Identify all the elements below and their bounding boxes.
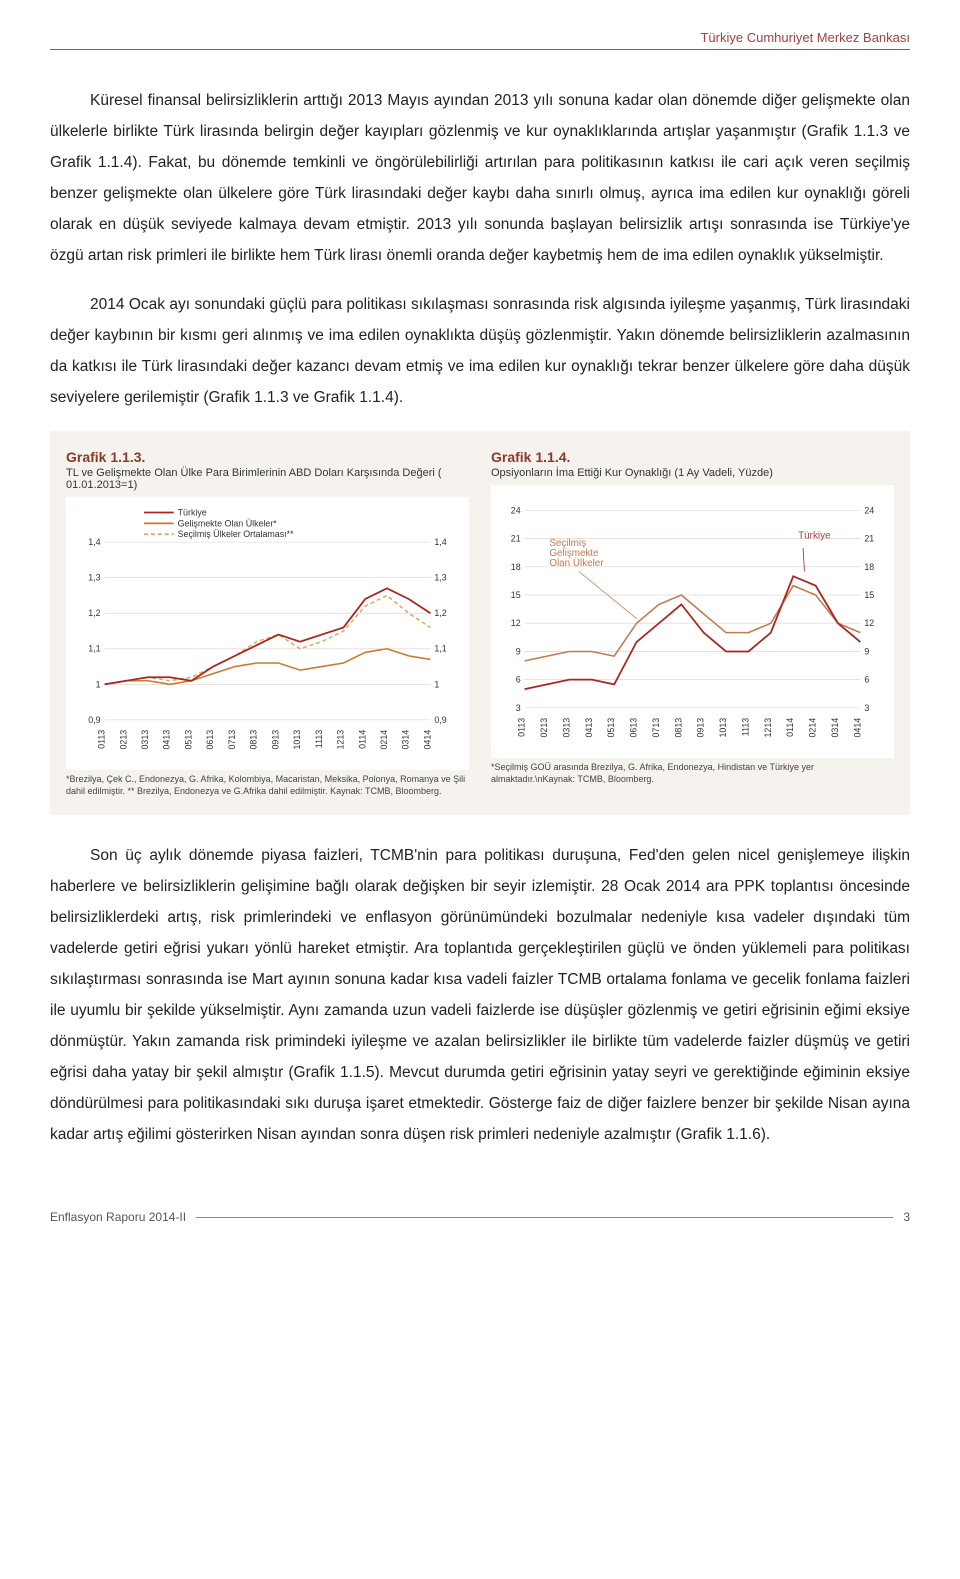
svg-text:0313: 0313 — [561, 718, 571, 738]
svg-text:9: 9 — [516, 646, 521, 656]
svg-text:0113: 0113 — [97, 730, 107, 749]
svg-text:Türkiye: Türkiye — [178, 507, 207, 517]
svg-text:1,1: 1,1 — [88, 644, 100, 654]
svg-text:0113: 0113 — [517, 718, 527, 737]
chart-114-subtitle: Opsiyonların İma Ettiği Kur Oynaklığı (1… — [491, 467, 894, 479]
page-header: Türkiye Cumhuriyet Merkez Bankası — [50, 30, 910, 50]
svg-text:15: 15 — [511, 590, 521, 600]
svg-text:0214: 0214 — [808, 718, 818, 738]
svg-text:0213: 0213 — [118, 730, 128, 750]
svg-text:0713: 0713 — [651, 718, 661, 738]
svg-text:1,1: 1,1 — [434, 644, 446, 654]
footer-line — [196, 1217, 893, 1218]
svg-text:0313: 0313 — [140, 730, 150, 750]
svg-text:0413: 0413 — [584, 718, 594, 738]
svg-text:9: 9 — [864, 646, 869, 656]
svg-text:0414: 0414 — [852, 718, 862, 738]
svg-text:0913: 0913 — [270, 730, 280, 750]
svg-text:18: 18 — [864, 562, 874, 572]
charts-row: Grafik 1.1.3. TL ve Gelişmekte Olan Ülke… — [50, 431, 910, 815]
chart-113: Grafik 1.1.3. TL ve Gelişmekte Olan Ülke… — [60, 441, 475, 805]
svg-text:1013: 1013 — [292, 730, 302, 750]
chart-114-title: Grafik 1.1.4. — [491, 449, 894, 465]
svg-text:0813: 0813 — [249, 730, 259, 750]
svg-text:1,2: 1,2 — [88, 608, 100, 618]
paragraph-3: Son üç aylık dönemde piyasa faizleri, TC… — [50, 840, 910, 1150]
svg-text:0513: 0513 — [606, 718, 616, 738]
svg-text:Gelişmekte Olan Ülkeler*: Gelişmekte Olan Ülkeler* — [178, 518, 278, 528]
svg-text:21: 21 — [511, 534, 521, 544]
svg-text:18: 18 — [511, 562, 521, 572]
chart-113-title: Grafik 1.1.3. — [66, 449, 469, 465]
svg-text:0613: 0613 — [629, 718, 639, 738]
svg-text:24: 24 — [864, 505, 874, 515]
chart-114: Grafik 1.1.4. Opsiyonların İma Ettiği Ku… — [485, 441, 900, 805]
svg-text:12: 12 — [511, 618, 521, 628]
svg-text:0613: 0613 — [205, 730, 215, 750]
footer-page-number: 3 — [903, 1210, 910, 1224]
svg-text:1,3: 1,3 — [88, 573, 100, 583]
svg-text:1013: 1013 — [718, 718, 728, 738]
svg-text:6: 6 — [516, 675, 521, 685]
svg-text:Türkiye: Türkiye — [798, 531, 831, 542]
svg-text:Olan Ülkeler: Olan Ülkeler — [549, 558, 604, 569]
svg-text:0913: 0913 — [696, 718, 706, 738]
svg-text:1,4: 1,4 — [88, 537, 100, 547]
svg-text:12: 12 — [864, 618, 874, 628]
paragraph-1: Küresel finansal belirsizliklerin arttığ… — [50, 85, 910, 271]
svg-text:21: 21 — [864, 534, 874, 544]
svg-text:1213: 1213 — [336, 730, 346, 750]
svg-text:Seçilmiş Ülkeler Ortalaması**: Seçilmiş Ülkeler Ortalaması** — [178, 529, 294, 539]
svg-text:0713: 0713 — [227, 730, 237, 750]
svg-text:15: 15 — [864, 590, 874, 600]
svg-text:0414: 0414 — [422, 730, 432, 750]
svg-text:3: 3 — [516, 703, 521, 713]
svg-text:1113: 1113 — [314, 730, 324, 748]
svg-text:0413: 0413 — [162, 730, 172, 750]
svg-text:0,9: 0,9 — [434, 715, 446, 725]
svg-text:0314: 0314 — [401, 730, 411, 750]
svg-text:0214: 0214 — [379, 730, 389, 750]
chart-113-footnote: *Brezilya, Çek C., Endonezya, G. Afrika,… — [66, 774, 469, 797]
paragraph-2: 2014 Ocak ayı sonundaki güçlü para polit… — [50, 289, 910, 413]
svg-text:24: 24 — [511, 505, 521, 515]
chart-114-plot: 33669912121515181821212424TürkiyeSeçilmi… — [491, 485, 894, 758]
svg-text:1,2: 1,2 — [434, 608, 446, 618]
svg-text:1113: 1113 — [740, 718, 750, 736]
svg-text:0213: 0213 — [539, 718, 549, 738]
page-footer: Enflasyon Raporu 2014-II 3 — [50, 1210, 910, 1224]
chart-113-plot: 0,9 0,9 1 1 1,1 1,1 1,2 1,2 1,3 1,3 1,4 1,4 TürkiyeG… — [66, 497, 469, 770]
svg-text:6: 6 — [864, 675, 869, 685]
svg-text:1: 1 — [434, 679, 439, 689]
svg-text:0114: 0114 — [357, 730, 367, 749]
svg-text:0,9: 0,9 — [88, 715, 100, 725]
svg-text:0813: 0813 — [673, 718, 683, 738]
svg-text:0513: 0513 — [183, 730, 193, 750]
chart-113-subtitle: TL ve Gelişmekte Olan Ülke Para Birimler… — [66, 467, 469, 491]
svg-text:0114: 0114 — [785, 718, 795, 737]
svg-text:1213: 1213 — [763, 718, 773, 738]
svg-text:0314: 0314 — [830, 718, 840, 738]
chart-114-footnote: *Seçilmiş GOÜ arasında Brezilya, G. Afri… — [491, 762, 894, 785]
footer-left: Enflasyon Raporu 2014-II — [50, 1210, 186, 1224]
svg-text:1,3: 1,3 — [434, 573, 446, 583]
svg-text:3: 3 — [864, 703, 869, 713]
svg-text:1: 1 — [96, 679, 101, 689]
svg-text:1,4: 1,4 — [434, 537, 446, 547]
